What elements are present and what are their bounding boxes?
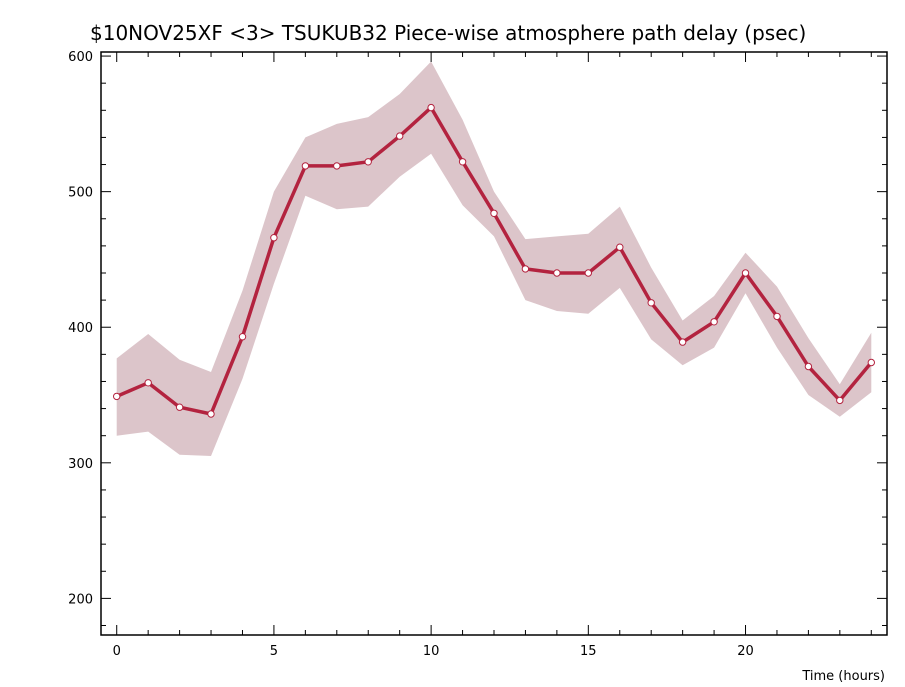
data-point xyxy=(301,162,310,170)
data-point xyxy=(773,312,781,321)
data-point xyxy=(553,269,561,277)
data-point xyxy=(521,265,530,273)
axes: 0 5 10 15 20 200 300 400 500 600 xyxy=(68,50,887,659)
data-point xyxy=(836,396,844,405)
data-point xyxy=(458,158,467,166)
y-tick-label: 500 xyxy=(68,186,93,201)
x-tick-label: 5 xyxy=(270,644,278,659)
uncertainty-band xyxy=(116,61,872,456)
x-axis-label: Time (hours) xyxy=(801,669,885,684)
data-point xyxy=(427,103,435,112)
data-point xyxy=(396,132,404,140)
y-tick-label: 600 xyxy=(68,50,93,65)
y-tick-label: 200 xyxy=(68,592,93,607)
series-line xyxy=(116,105,873,416)
data-point xyxy=(584,269,592,277)
data-point xyxy=(741,269,750,277)
data-point xyxy=(490,209,498,218)
data-point xyxy=(238,333,247,341)
chart-title: $10NOV25XF <3> TSUKUB32 Piece-wise atmos… xyxy=(90,21,806,45)
data-point xyxy=(207,410,215,418)
data-point xyxy=(144,379,152,387)
y-tick-label: 400 xyxy=(68,321,93,336)
x-tick-label: 20 xyxy=(737,644,754,659)
x-tick-label: 15 xyxy=(580,644,597,659)
plot-area xyxy=(113,61,875,456)
data-point xyxy=(678,338,687,346)
data-point xyxy=(364,158,372,166)
data-point xyxy=(804,362,813,371)
data-point xyxy=(867,358,875,367)
data-point xyxy=(113,392,121,401)
data-point xyxy=(710,318,718,326)
data-point xyxy=(333,162,341,170)
x-tick-label: 0 xyxy=(113,644,121,659)
x-tick-label: 10 xyxy=(423,644,440,659)
plot-frame xyxy=(100,51,888,636)
y-tick-label: 300 xyxy=(68,457,93,472)
data-point xyxy=(616,243,624,251)
data-point xyxy=(647,299,655,307)
data-point xyxy=(175,403,184,411)
data-point xyxy=(270,234,278,242)
